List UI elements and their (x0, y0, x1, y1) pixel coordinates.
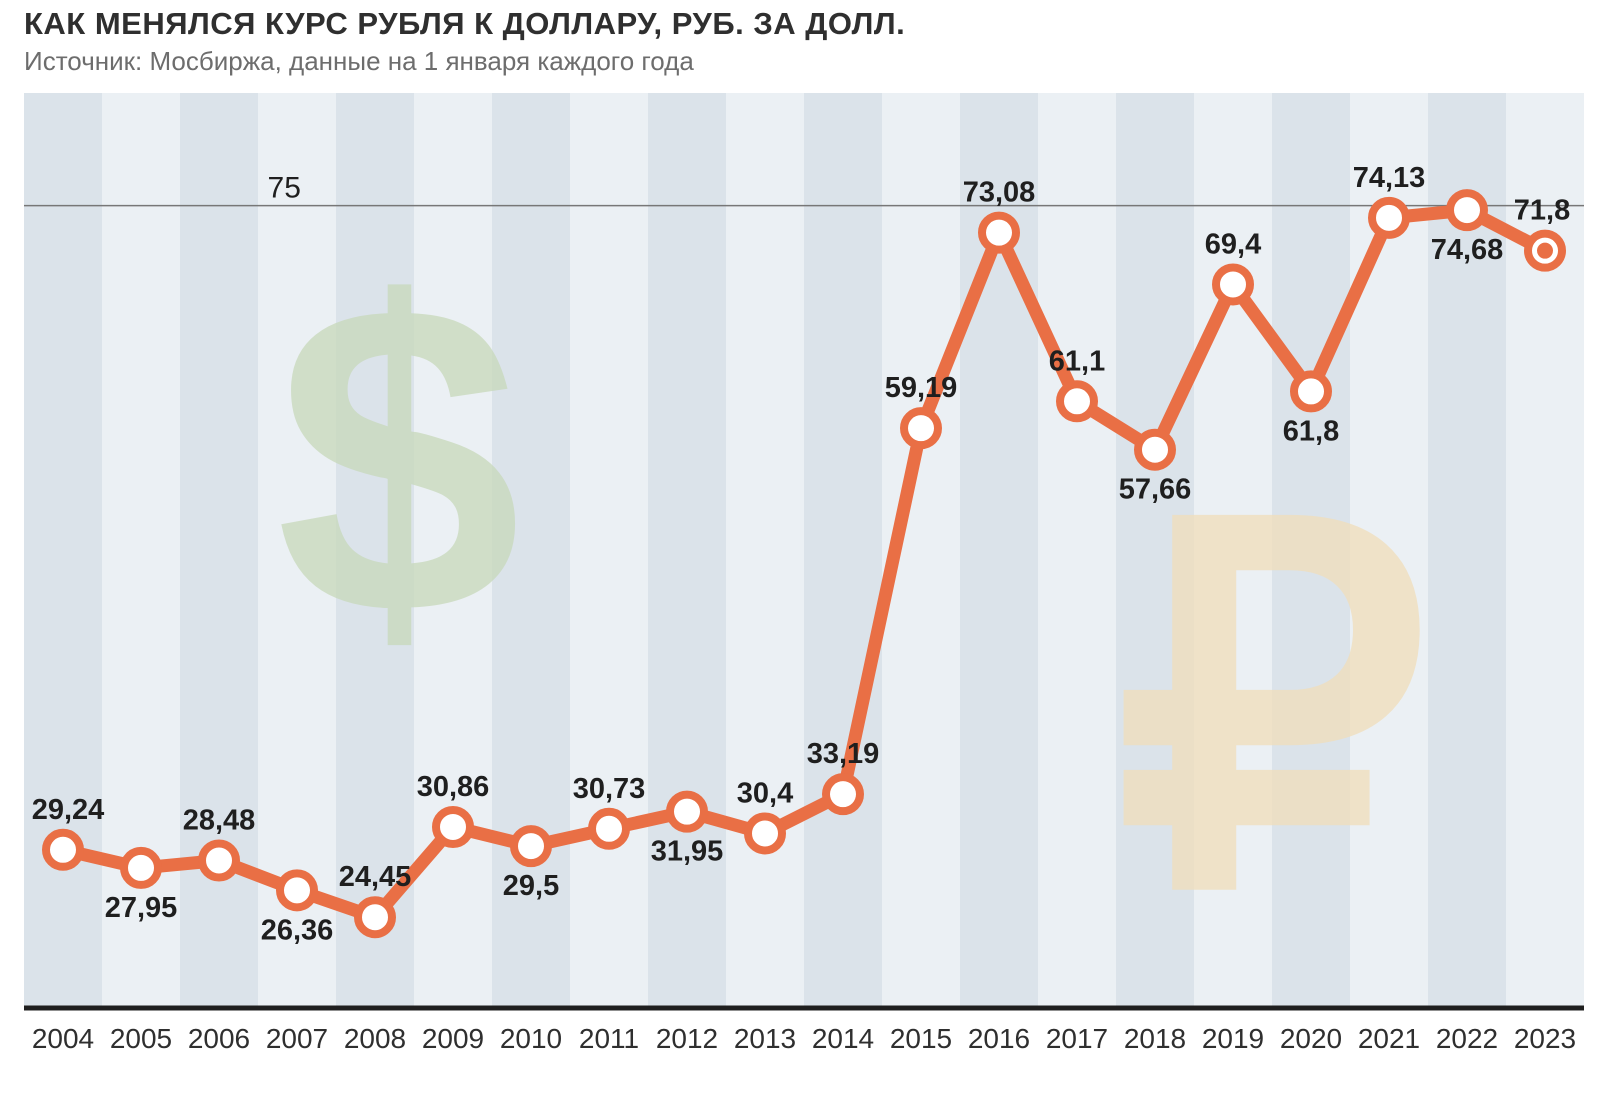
x-axis-label: 2004 (32, 1023, 94, 1054)
x-axis-label: 2011 (579, 1023, 639, 1054)
value-label: 57,66 (1119, 474, 1192, 506)
chart-band (570, 93, 649, 1008)
chart-band (1038, 93, 1117, 1008)
data-marker (46, 833, 80, 867)
value-label: 73,08 (963, 177, 1036, 209)
data-marker (982, 216, 1016, 250)
value-label: 59,19 (885, 372, 958, 404)
data-marker (748, 816, 782, 850)
x-axis-label: 2014 (812, 1023, 874, 1054)
value-label: 29,24 (32, 794, 105, 826)
data-marker (124, 851, 158, 885)
value-label: 33,19 (807, 738, 880, 770)
data-marker (202, 843, 236, 877)
data-marker (1372, 201, 1406, 235)
value-label: 71,8 (1514, 195, 1570, 227)
x-axis-label: 2023 (1514, 1023, 1576, 1054)
data-marker (670, 795, 704, 829)
x-axis-label: 2010 (500, 1023, 562, 1054)
value-label: 30,86 (417, 771, 490, 803)
x-axis-label: 2007 (266, 1023, 328, 1054)
data-marker (1450, 193, 1484, 227)
value-label: 74,13 (1353, 162, 1426, 194)
data-marker-end-dot (1537, 243, 1553, 259)
x-axis-label: 2022 (1436, 1023, 1498, 1054)
ref-line-label: 75 (268, 172, 301, 205)
value-label: 61,1 (1049, 345, 1105, 377)
data-marker (904, 411, 938, 445)
value-label: 69,4 (1205, 228, 1261, 260)
data-marker (1138, 433, 1172, 467)
x-axis-label: 2008 (344, 1023, 406, 1054)
dollar-watermark-icon: $ (275, 212, 521, 706)
data-marker (826, 777, 860, 811)
x-axis-label: 2021 (1358, 1023, 1420, 1054)
value-label: 26,36 (261, 914, 334, 946)
data-marker (1060, 384, 1094, 418)
value-label: 29,5 (503, 870, 559, 902)
x-axis-label: 2012 (656, 1023, 718, 1054)
line-chart: $ ₽75 29,24 27,95 28,48 26,3624,45 30,86 29,5 30… (24, 93, 1584, 1070)
value-label: 30,4 (737, 777, 793, 809)
value-label: 31,95 (651, 836, 724, 868)
x-axis-label: 2006 (188, 1023, 250, 1054)
data-marker (358, 900, 392, 934)
x-axis-label: 2009 (422, 1023, 484, 1054)
value-label: 30,73 (573, 773, 646, 805)
data-marker (280, 873, 314, 907)
x-axis-label: 2013 (734, 1023, 796, 1054)
value-label: 74,68 (1431, 234, 1504, 266)
data-marker (436, 810, 470, 844)
chart-band (804, 93, 883, 1008)
x-axis-label: 2019 (1202, 1023, 1264, 1054)
ruble-watermark-icon: ₽ (1115, 437, 1429, 987)
chart-band (648, 93, 727, 1008)
value-label: 24,45 (339, 861, 412, 893)
x-axis-label: 2017 (1046, 1023, 1108, 1054)
chart-band (726, 93, 805, 1008)
value-label: 28,48 (183, 804, 256, 836)
value-label: 61,8 (1283, 415, 1339, 447)
x-axis-label: 2016 (968, 1023, 1030, 1054)
x-axis-label: 2018 (1124, 1023, 1186, 1054)
x-axis-label: 2015 (890, 1023, 952, 1054)
data-marker (1294, 374, 1328, 408)
chart-title: КАК МЕНЯЛСЯ КУРС РУБЛЯ К ДОЛЛАРУ, РУБ. З… (24, 0, 1592, 42)
x-axis-label: 2005 (110, 1023, 172, 1054)
x-axis-label: 2020 (1280, 1023, 1342, 1054)
data-marker (1216, 267, 1250, 301)
data-marker (514, 829, 548, 863)
chart-subtitle: Источник: Мосбиржа, данные на 1 января к… (24, 46, 1592, 77)
chart-container: $ ₽75 29,24 27,95 28,48 26,3624,45 30,86 29,5 30… (24, 93, 1592, 1070)
data-marker (592, 812, 626, 846)
value-label: 27,95 (105, 892, 178, 924)
